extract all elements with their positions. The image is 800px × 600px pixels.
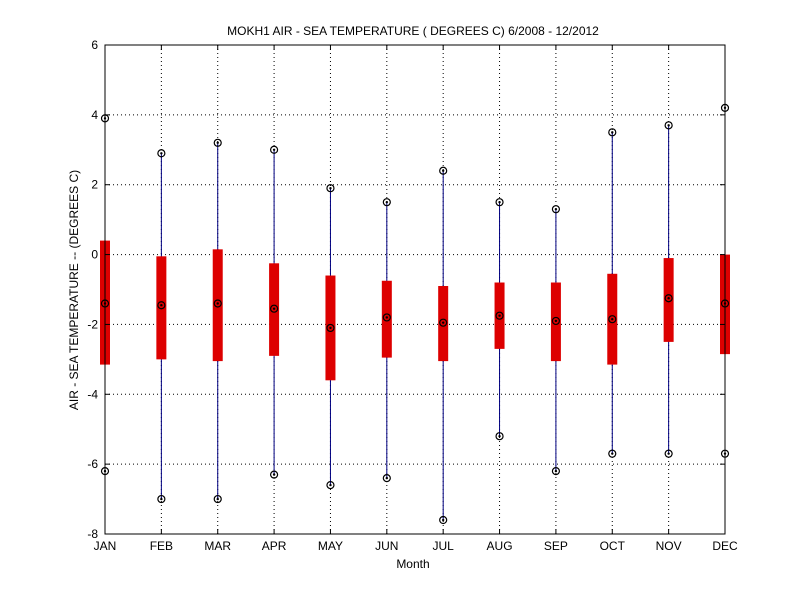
y-tick-label: 4 xyxy=(91,108,98,122)
min-marker-sep xyxy=(551,467,561,476)
plot-area xyxy=(105,45,725,534)
min-marker-dot-sep xyxy=(554,469,558,473)
max-marker-aug xyxy=(495,198,504,207)
max-marker-dot-oct xyxy=(611,131,614,134)
y-axis-label: AIR - SEA TEMPERATURE -- (DEGREES C) xyxy=(67,170,81,410)
x-tick-label-apr: APR xyxy=(262,539,287,553)
y-tick-label: -6 xyxy=(87,457,98,471)
max-marker-nov xyxy=(664,121,673,130)
min-marker-dot-mar xyxy=(216,497,219,501)
min-marker-dot-apr xyxy=(272,473,276,476)
y-tick-label: -2 xyxy=(87,317,98,331)
min-marker-jun xyxy=(382,474,391,483)
min-marker-dot-jun xyxy=(385,476,389,480)
max-marker-dot-aug xyxy=(498,200,501,204)
median-marker-jun xyxy=(382,313,391,322)
x-tick-label-feb: FEB xyxy=(150,539,173,553)
x-tick-label-mar: MAR xyxy=(204,539,231,553)
max-marker-dot-apr xyxy=(272,148,276,151)
y-tick-label: -8 xyxy=(87,527,98,541)
median-marker-dot-sep xyxy=(554,319,558,323)
y-tick-label: 0 xyxy=(91,248,98,262)
plot-frame xyxy=(104,44,726,535)
max-marker-jul xyxy=(439,166,448,175)
box-feb xyxy=(156,256,167,360)
median-marker-feb xyxy=(157,301,166,310)
median-marker-dot-aug xyxy=(498,314,501,317)
median-marker-dot-apr xyxy=(272,307,276,310)
max-marker-sep xyxy=(551,205,561,214)
median-marker-nov xyxy=(664,294,673,303)
x-tick-label-may: MAY xyxy=(318,539,343,553)
chart-title: MOKH1 AIR - SEA TEMPERATURE ( DEGREES C)… xyxy=(227,24,599,38)
min-marker-dot-may xyxy=(329,483,332,487)
box-mar xyxy=(212,249,223,362)
max-marker-oct xyxy=(608,128,617,137)
x-tick-label-jul: JUL xyxy=(433,539,455,553)
max-marker-apr xyxy=(269,145,279,154)
median-marker-dot-oct xyxy=(611,317,614,321)
x-tick-label-aug: AUG xyxy=(487,539,513,553)
min-marker-apr xyxy=(269,470,279,479)
box-nov xyxy=(663,258,674,342)
x-tick-label-sep: SEP xyxy=(544,539,568,553)
max-marker-feb xyxy=(157,149,166,158)
min-marker-dot-feb xyxy=(160,497,163,501)
median-marker-apr xyxy=(269,304,279,313)
median-marker-dot-jul xyxy=(441,321,445,324)
min-marker-mar xyxy=(213,494,222,504)
max-marker-dot-sep xyxy=(554,207,558,211)
box-jun xyxy=(381,280,392,358)
min-marker-jul xyxy=(439,515,448,525)
y-tick-label: -4 xyxy=(87,387,98,401)
x-axis-label: Month xyxy=(396,557,429,571)
max-marker-dot-nov xyxy=(667,124,670,127)
median-marker-sep xyxy=(551,316,561,326)
max-marker-dot-jul xyxy=(441,169,445,172)
min-marker-feb xyxy=(157,494,166,504)
x-tick-label-jun: JUN xyxy=(375,539,398,553)
y-tick-label: 2 xyxy=(91,178,98,192)
min-marker-dot-jul xyxy=(441,518,445,522)
min-marker-oct xyxy=(608,449,617,458)
max-marker-dot-may xyxy=(329,187,332,190)
x-tick-label-oct: OCT xyxy=(600,539,626,553)
min-marker-dot-nov xyxy=(667,452,670,455)
max-marker-dot-mar xyxy=(216,141,219,144)
median-marker-dot-nov xyxy=(667,297,670,300)
max-marker-mar xyxy=(213,138,222,147)
median-marker-aug xyxy=(495,311,504,320)
x-tick-label-nov: NOV xyxy=(656,539,682,553)
min-marker-may xyxy=(326,481,335,490)
median-marker-may xyxy=(326,323,335,333)
median-marker-dot-feb xyxy=(160,304,163,307)
axis-ticks: -8 -6 -4 -2 0 2 4 6 JAN FEB MAR APR MAY JUN JUL AUG SEP O… xyxy=(87,38,738,553)
y-tick-label: 6 xyxy=(91,38,98,52)
median-marker-mar xyxy=(213,299,222,308)
median-marker-dot-mar xyxy=(216,302,219,305)
median-marker-oct xyxy=(608,315,617,324)
max-marker-dot-jun xyxy=(385,200,389,204)
min-marker-nov xyxy=(664,449,673,458)
max-marker-may xyxy=(326,184,335,193)
x-tick-label-jan: JAN xyxy=(94,539,117,553)
median-marker-dot-may xyxy=(329,326,332,330)
min-marker-dot-aug xyxy=(498,435,501,438)
median-marker-jul xyxy=(439,318,448,327)
max-marker-dot-feb xyxy=(160,152,163,155)
median-marker-dot-jun xyxy=(385,316,389,319)
min-marker-aug xyxy=(495,432,504,441)
x-tick-label-dec: DEC xyxy=(712,539,738,553)
min-marker-dot-oct xyxy=(611,452,614,455)
max-marker-jun xyxy=(382,198,391,207)
